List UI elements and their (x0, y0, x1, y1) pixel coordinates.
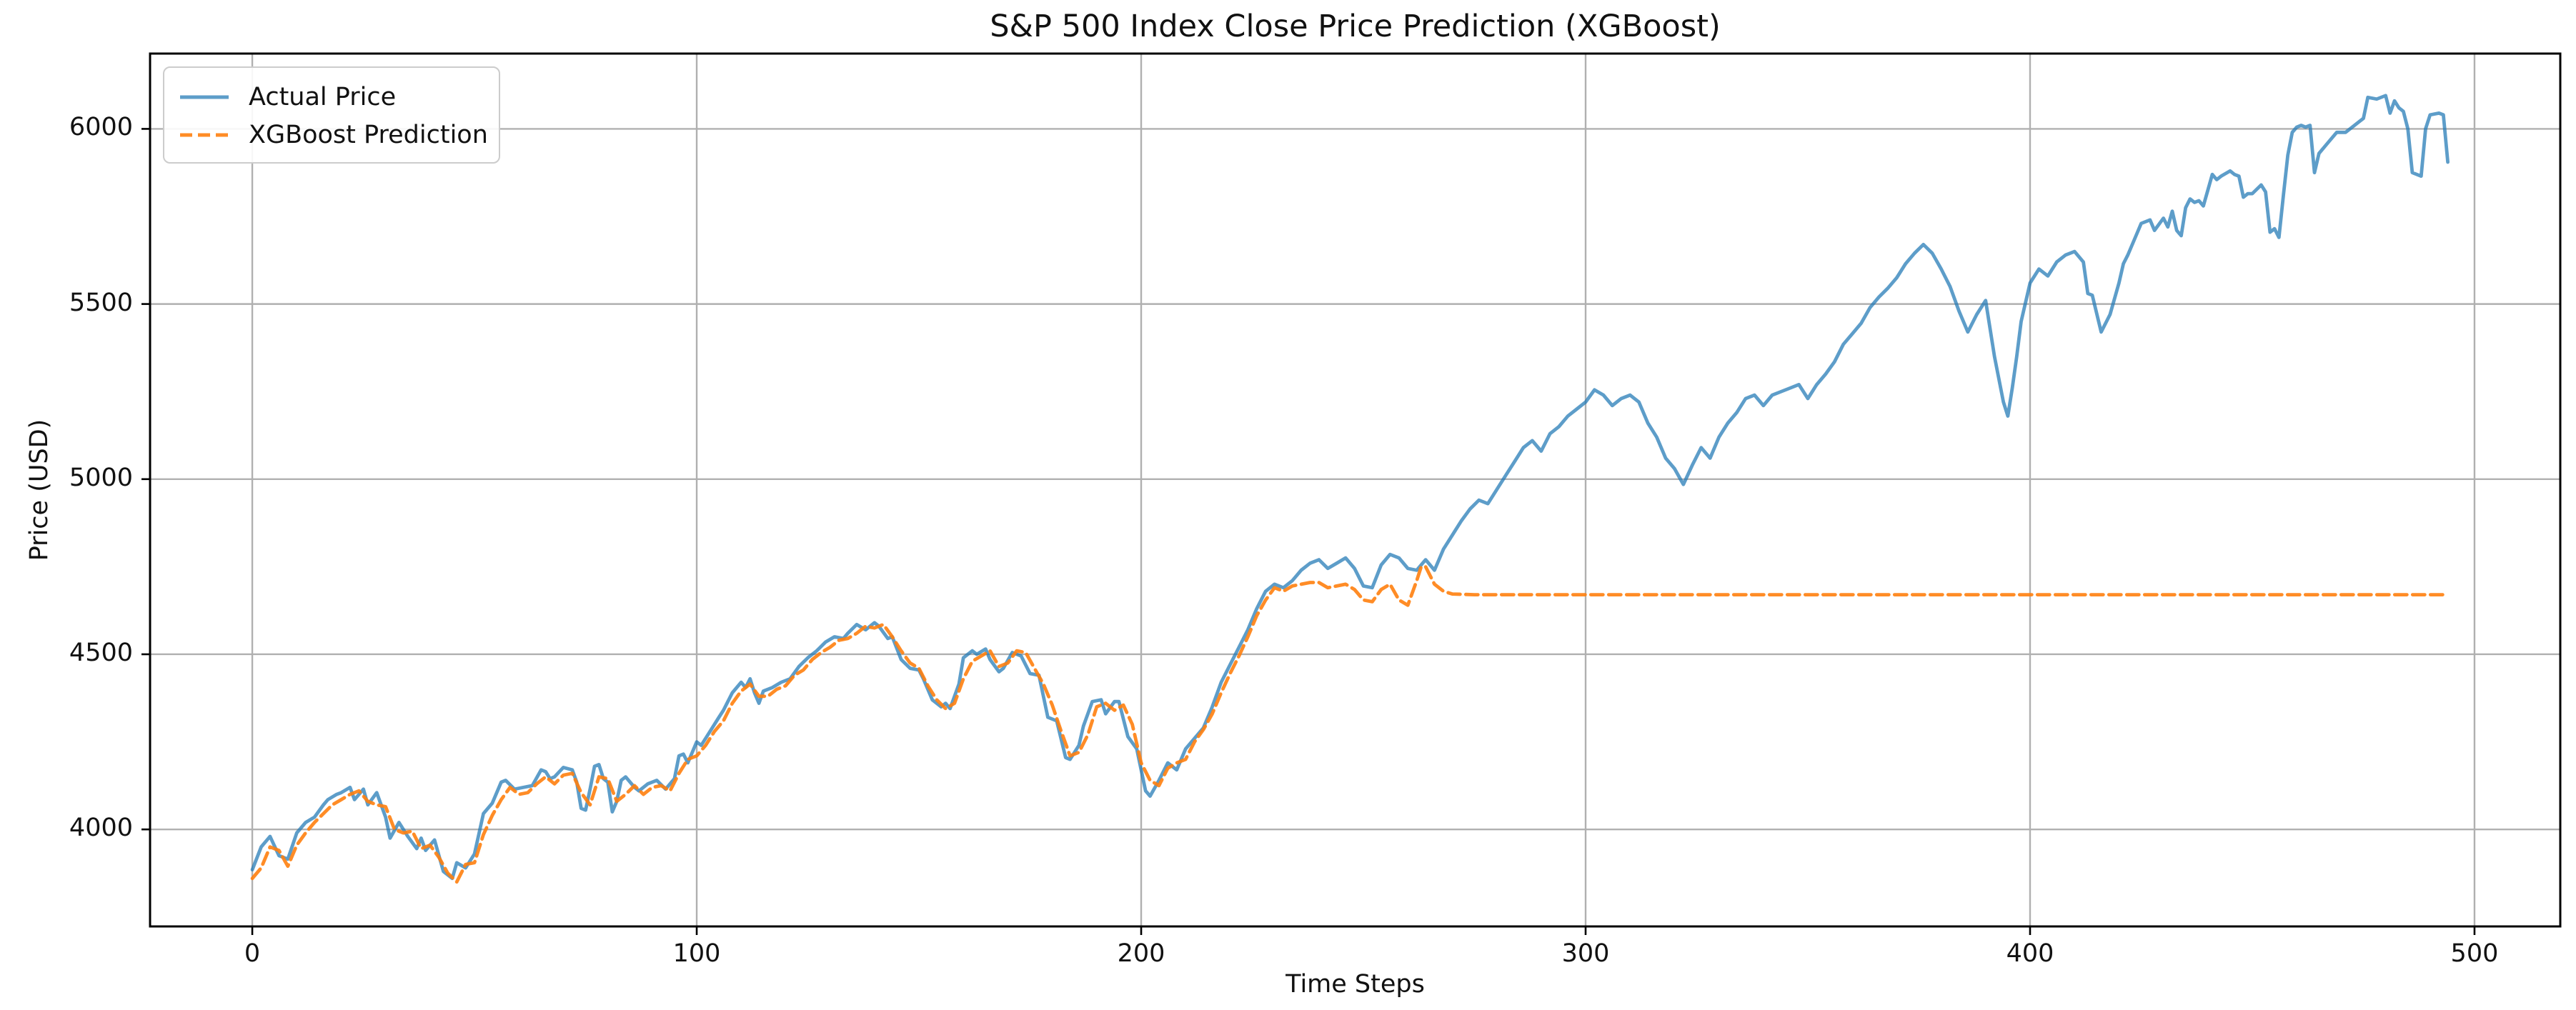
legend-label-actual: Actual Price (249, 82, 397, 111)
x-tick-label: 100 (672, 939, 721, 968)
x-tick-label: 200 (1117, 939, 1165, 968)
actual-price-line (250, 94, 2450, 881)
y-axis-label: Price (USD) (25, 419, 54, 561)
actual-line-swatch-icon (180, 95, 229, 99)
y-tick-label: 5500 (69, 288, 133, 317)
x-tick-label: 0 (244, 939, 261, 968)
chart-title: S&P 500 Index Close Price Prediction (XG… (990, 9, 1721, 44)
legend-item-actual: Actual Price (179, 78, 482, 116)
x-tick-label: 300 (1561, 939, 1610, 968)
prediction-line (250, 565, 2450, 884)
legend-label-prediction: XGBoost Prediction (249, 120, 488, 149)
x-tick-label: 500 (2450, 939, 2499, 968)
y-tick-label: 4000 (69, 814, 133, 843)
x-axis-label: Time Steps (1285, 970, 1425, 999)
prediction-line-swatch-icon (180, 133, 229, 136)
x-tick-label: 400 (2006, 939, 2054, 968)
legend: Actual Price XGBoost Prediction (163, 66, 500, 164)
y-tick-label: 5000 (69, 463, 133, 492)
legend-item-prediction: XGBoost Prediction (179, 116, 488, 154)
axes-spine (149, 52, 2562, 928)
y-tick-label: 6000 (69, 113, 133, 142)
y-tick-label: 4500 (69, 638, 133, 667)
